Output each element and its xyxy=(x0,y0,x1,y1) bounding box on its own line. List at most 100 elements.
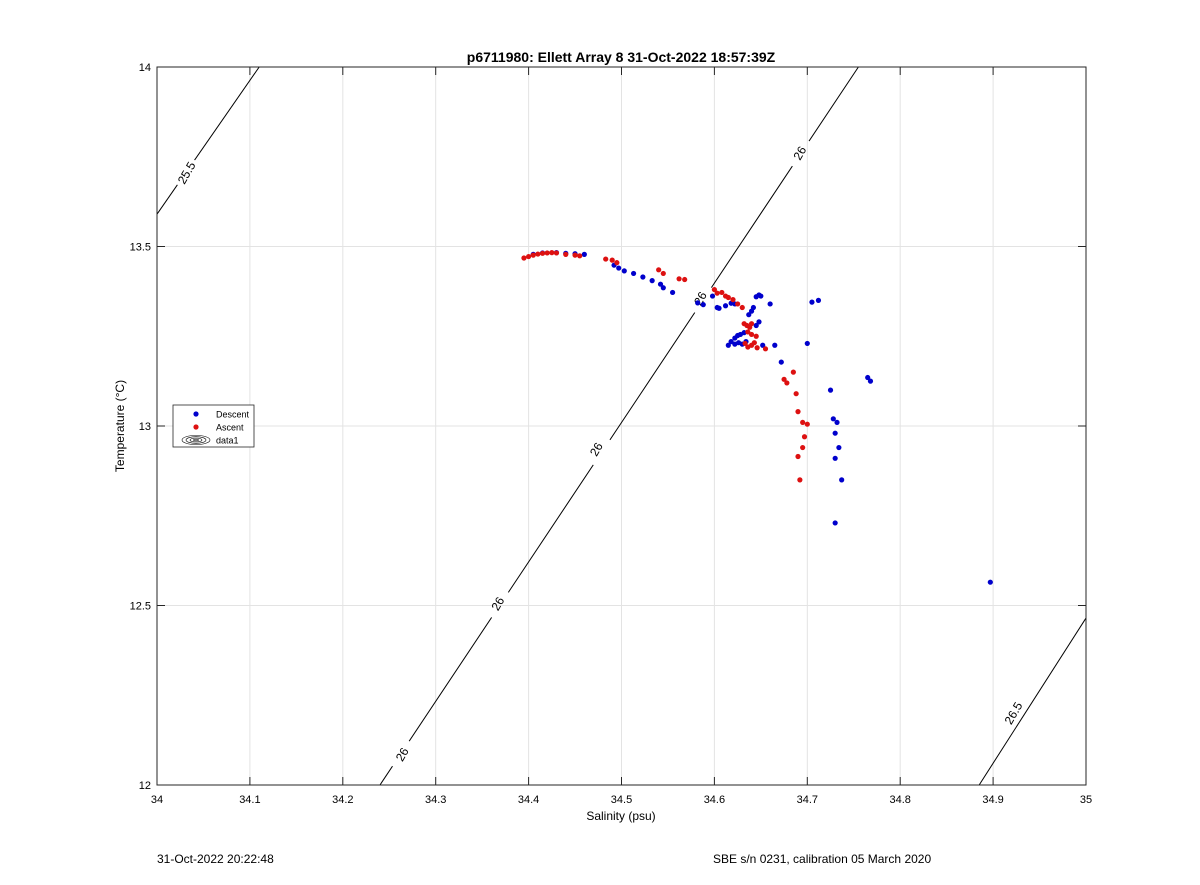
descent-point xyxy=(809,299,815,305)
ascent-point xyxy=(753,333,759,339)
ascent-point xyxy=(526,253,532,260)
descent-point xyxy=(815,297,822,303)
ascent-point xyxy=(804,421,810,427)
ascent-point xyxy=(572,252,578,258)
y-tick-label: 12.5 xyxy=(130,601,151,613)
x-tick-label: 34.9 xyxy=(982,794,1003,806)
descent-point xyxy=(767,301,773,307)
ascent-point xyxy=(790,369,796,375)
legend-contour-icon xyxy=(181,435,211,445)
ascent-point xyxy=(539,250,546,256)
x-tick-label: 34.3 xyxy=(425,794,446,806)
legend-contour-icon xyxy=(189,437,203,443)
descent-point xyxy=(756,319,762,325)
ascent-point xyxy=(614,260,620,266)
descent-point xyxy=(832,520,838,526)
legend-contour-icon xyxy=(193,438,199,442)
legend-label: data1 xyxy=(216,436,239,446)
contour-line-26-5 xyxy=(978,617,1087,786)
contour-label: 26 xyxy=(393,745,412,764)
x-tick-label: 34.4 xyxy=(518,794,539,806)
contour-label: 26 xyxy=(489,594,508,613)
descent-point xyxy=(867,378,874,384)
ascent-point xyxy=(795,409,801,415)
legend-descent-marker xyxy=(193,411,199,417)
ascent-point xyxy=(781,376,787,382)
descent-point xyxy=(832,455,838,461)
ascent-point xyxy=(754,345,760,351)
descent-point xyxy=(836,444,842,451)
ascent-point xyxy=(521,255,527,261)
descent-point xyxy=(649,278,655,284)
legend-box xyxy=(172,404,255,448)
ascent-point xyxy=(784,380,790,386)
ascent-point xyxy=(656,267,662,273)
descent-point xyxy=(750,304,757,311)
contour-label: 26 xyxy=(587,440,606,459)
ascent-point xyxy=(682,276,688,283)
descent-point xyxy=(830,416,836,422)
descent-point xyxy=(640,274,646,280)
x-tick-label: 34.2 xyxy=(332,794,353,806)
y-tick-label: 14 xyxy=(139,62,151,74)
ascent-point xyxy=(739,304,745,311)
ascent-point xyxy=(719,289,725,296)
descent-point xyxy=(753,322,759,329)
ascent-point xyxy=(793,391,799,397)
data-points xyxy=(521,250,993,585)
ascent-point xyxy=(676,276,682,282)
descent-point xyxy=(716,305,722,311)
descent-point xyxy=(581,251,587,257)
y-tick-label: 12 xyxy=(139,780,151,792)
ascent-point xyxy=(735,301,741,307)
x-tick-label: 34 xyxy=(151,794,163,806)
y-axis-label: Temperature (°C) xyxy=(113,380,127,472)
ascent-point xyxy=(530,252,536,258)
ascent-point xyxy=(762,346,769,352)
descent-point xyxy=(746,312,752,318)
ascent-point xyxy=(553,250,560,256)
ascent-point xyxy=(603,256,609,262)
descent-point xyxy=(772,342,778,348)
descent-point xyxy=(616,265,622,271)
x-tick-label: 35 xyxy=(1080,794,1092,806)
contour-line-26 xyxy=(379,66,859,786)
legend-ascent-marker xyxy=(193,424,199,430)
ascent-point xyxy=(549,250,555,256)
descent-point xyxy=(839,477,845,483)
descent-point xyxy=(834,419,840,426)
descent-point xyxy=(660,285,666,291)
x-tick-label: 34.7 xyxy=(797,794,818,806)
ascent-point xyxy=(745,329,751,335)
ascent-point xyxy=(795,453,801,460)
y-tick-label: 13.5 xyxy=(130,242,151,254)
x-tick-label: 34.8 xyxy=(889,794,910,806)
ascent-point xyxy=(800,444,806,451)
descent-point xyxy=(832,430,838,436)
ascent-point xyxy=(714,290,720,296)
ascent-point xyxy=(609,257,615,263)
ascent-point xyxy=(563,251,569,257)
descent-point xyxy=(700,302,706,308)
ascent-point xyxy=(535,251,541,257)
ascent-point xyxy=(797,477,803,483)
descent-point xyxy=(695,300,701,306)
footer-timestamp: 31-Oct-2022 20:22:48 xyxy=(157,852,274,866)
footer-calibration: SBE s/n 0231, calibration 05 March 2020 xyxy=(713,852,932,866)
descent-point xyxy=(725,342,731,348)
ascent-point xyxy=(748,331,755,338)
descent-point xyxy=(709,293,716,299)
x-tick-label: 34.6 xyxy=(704,794,725,806)
x-axis-label: Salinity (psu) xyxy=(586,809,655,823)
ascent-point xyxy=(577,253,583,259)
contour-line-25-5 xyxy=(156,66,260,215)
ascent-point xyxy=(660,270,666,277)
x-tick-label: 34.5 xyxy=(611,794,632,806)
ascent-point xyxy=(711,286,718,293)
descent-point xyxy=(758,293,764,299)
y-tick-label: 13 xyxy=(139,421,151,433)
descent-point xyxy=(778,359,784,365)
ascent-point xyxy=(800,419,806,426)
descent-point xyxy=(865,374,871,381)
